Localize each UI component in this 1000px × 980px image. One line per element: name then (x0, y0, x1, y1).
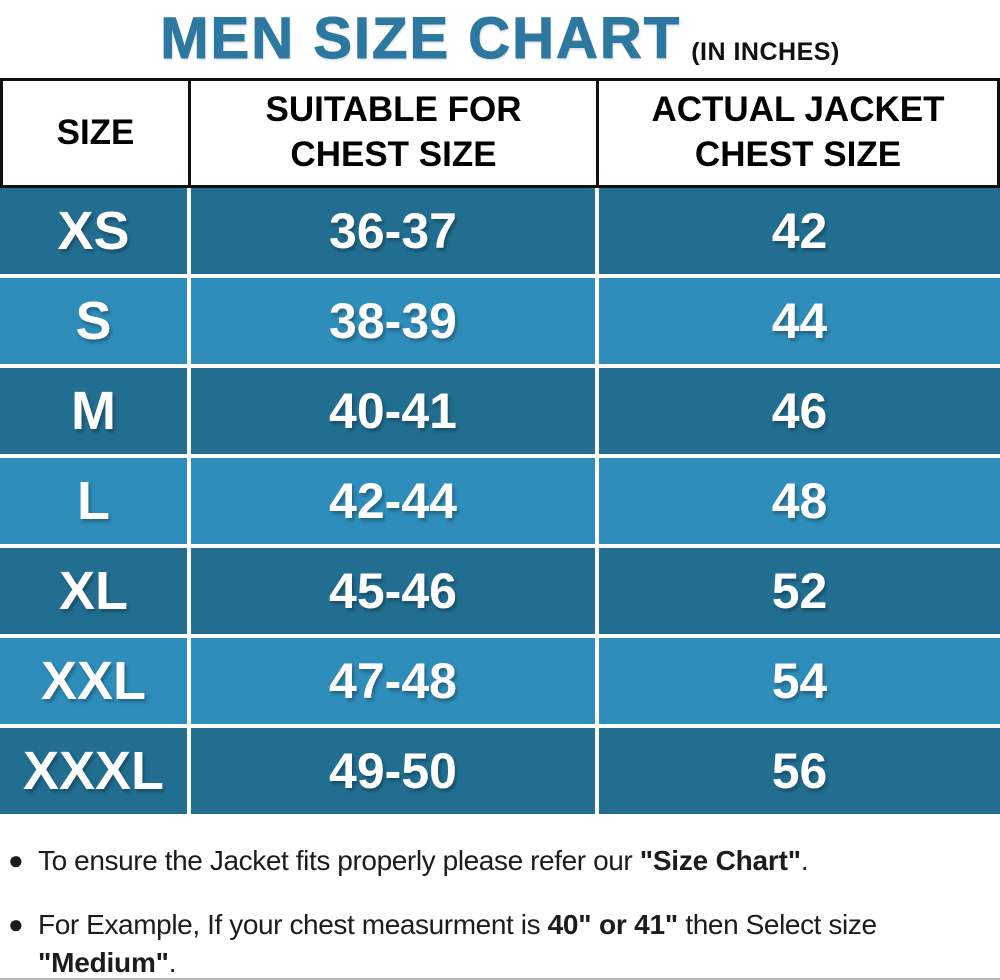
page-title-unit: (IN INCHES) (691, 38, 840, 66)
suitable-chest-cell: 47-48 (191, 638, 599, 728)
actual-chest-cell: 46 (599, 368, 1000, 458)
note-line: "Medium". (38, 944, 877, 980)
note-segment: . (168, 946, 177, 978)
page-title: MEN SIZE CHART (160, 6, 682, 71)
note-line: For Example, If your chest measurment is… (38, 906, 877, 944)
suitable-chest-cell: 36-37 (191, 188, 599, 278)
size-cell: M (0, 368, 191, 458)
bullet-icon: ● (8, 845, 24, 875)
table-row: M 40-41 46 (0, 368, 1000, 458)
column-header-line: SUITABLE FOR (265, 90, 522, 130)
column-header-line: CHEST SIZE (290, 135, 497, 174)
actual-chest-cell: 56 (599, 728, 1000, 818)
table-header-row: SIZE SUITABLE FOR CHEST SIZE ACTUAL JACK… (0, 78, 1000, 188)
column-header-line: ACTUAL JACKET (651, 90, 945, 130)
size-cell: XL (0, 548, 191, 638)
suitable-chest-cell: 38-39 (191, 278, 599, 368)
size-cell: S (0, 278, 191, 368)
table-row: XS 36-37 42 (0, 188, 1000, 278)
actual-chest-cell: 48 (599, 458, 1000, 548)
suitable-chest-cell: 45-46 (191, 548, 599, 638)
actual-chest-cell: 42 (599, 188, 1000, 278)
note-item: ● For Example, If your chest measurment … (8, 906, 1000, 980)
note-segment: For Example, If your chest measurment is (38, 908, 548, 940)
notes-section: ● To ensure the Jacket fits properly ple… (0, 842, 1000, 980)
table-row: L 42-44 48 (0, 458, 1000, 548)
table-row: S 38-39 44 (0, 278, 1000, 368)
note-segment-bold: 40" or 41" (547, 908, 679, 940)
bullet-icon: ● (8, 908, 24, 939)
table-row: XXL 47-48 54 (0, 638, 1000, 728)
suitable-chest-cell: 42-44 (191, 458, 599, 548)
column-header-line: CHEST SIZE (694, 135, 902, 174)
size-cell: XS (0, 188, 191, 278)
size-cell: XXXL (0, 728, 191, 818)
size-table: SIZE SUITABLE FOR CHEST SIZE ACTUAL JACK… (0, 78, 1000, 818)
title-block: MEN SIZE CHART (IN INCHES) (0, 0, 1000, 78)
size-cell: XXL (0, 638, 191, 728)
actual-chest-cell: 52 (599, 548, 1000, 638)
column-header-line: SIZE (56, 112, 135, 152)
suitable-chest-cell: 40-41 (191, 368, 599, 458)
actual-chest-cell: 44 (599, 278, 1000, 368)
table-row: XL 45-46 52 (0, 548, 1000, 638)
column-header-suitable: SUITABLE FOR CHEST SIZE (191, 78, 599, 188)
note-text: To ensure the Jacket fits properly pleas… (38, 842, 809, 880)
note-segment-bold: "Medium" (38, 946, 169, 978)
table-row: XXXL 49-50 56 (0, 728, 1000, 818)
size-cell: L (0, 458, 191, 548)
actual-chest-cell: 54 (599, 638, 1000, 728)
note-segment: To ensure the Jacket fits properly pleas… (38, 845, 640, 876)
suitable-chest-cell: 49-50 (191, 728, 599, 818)
note-segment: . (800, 845, 809, 876)
column-header-actual: ACTUAL JACKET CHEST SIZE (599, 78, 1000, 188)
note-text: For Example, If your chest measurment is… (38, 906, 877, 980)
note-item: ● To ensure the Jacket fits properly ple… (8, 842, 1000, 880)
note-segment-bold: "Size Chart" (639, 845, 801, 876)
note-segment: then Select size (677, 908, 877, 940)
column-header-size: SIZE (0, 78, 191, 188)
bottom-divider (0, 978, 1000, 980)
